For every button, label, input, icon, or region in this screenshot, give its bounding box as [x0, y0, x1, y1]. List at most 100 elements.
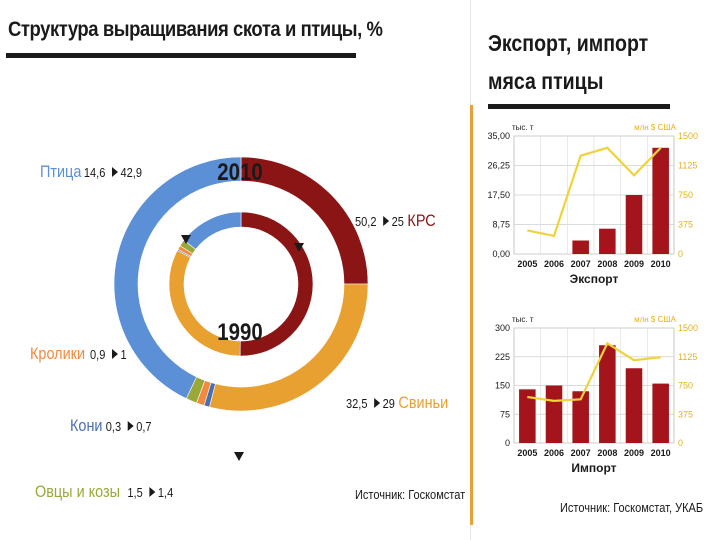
- poultry-trade-title-line2: мяса птицы: [488, 68, 604, 94]
- export-right-tick: 375: [678, 220, 693, 230]
- export-left-tick: 17,50: [487, 190, 510, 200]
- donut-label-from-sheep-goats: 1,5: [127, 485, 143, 500]
- import-left-tick: 0: [505, 438, 510, 448]
- import-left-unit: тыс. т: [512, 315, 534, 324]
- export-category-label: 2005: [517, 259, 537, 269]
- change-arrow: [383, 216, 390, 226]
- import-left-tick: 225: [495, 352, 510, 362]
- export-bar-2010: [652, 147, 669, 254]
- export-left-tick: 35,00: [487, 131, 510, 141]
- donut-label-from-krs: 50,2: [355, 214, 377, 229]
- import-bar-2007: [572, 391, 589, 443]
- right-source: Источник: Госкомстат, УКАБ: [560, 500, 703, 515]
- change-arrow: [112, 167, 118, 177]
- donut-chart: 2010 1990 50,2 25 КРС 32,5 29 Свиньи Птица 14,6…: [30, 156, 466, 502]
- donut-label-to-rabbits: 1: [121, 347, 127, 362]
- export-bar-2009: [625, 195, 643, 254]
- ring-label-2010: 2010: [217, 158, 262, 185]
- donut-label-name-krs: КРС: [407, 212, 435, 230]
- import-chart: 0 75 150 225 300 0 375 750 1125 1500 2005 2006 2007 2…: [495, 315, 698, 475]
- export-bar-2007: [572, 240, 589, 254]
- donut-rings: [113, 156, 369, 412]
- donut-slice-1990-poultry: [183, 211, 242, 250]
- donut-label-to-sheep-goats: 1,4: [158, 485, 174, 500]
- donut-label-pigs: 32,5 29 Свиньи: [346, 394, 448, 412]
- import-category-label: 2005: [517, 448, 537, 458]
- export-category-label: 2008: [597, 259, 617, 269]
- import-bar-2008: [599, 345, 616, 443]
- arrow-marker-bottom: [234, 452, 244, 461]
- right-frame-accent: [470, 105, 720, 525]
- donut-label-poultry: Птица 14,6 42,9: [40, 163, 142, 181]
- import-category-label: 2009: [624, 448, 644, 458]
- import-category-label: 2007: [571, 448, 591, 458]
- change-arrow: [149, 487, 156, 497]
- ring-label-1990: 1990: [217, 318, 262, 345]
- export-left-tick: 26,25: [487, 161, 510, 171]
- donut-label-from-horses: 0,3: [106, 419, 122, 434]
- import-bar-2010: [652, 383, 669, 443]
- import-right-tick: 375: [678, 409, 693, 419]
- donut-label-horses: Кони 0,3 0,7: [70, 417, 152, 435]
- donut-label-name-horses: Кони: [70, 417, 102, 435]
- export-category-label: 2010: [651, 259, 671, 269]
- import-right-unit: млн $ США: [634, 315, 677, 324]
- export-chart: 0,00 8,75 17,50 26,25 35,00 0 375 750 1125 1500 20…: [487, 123, 698, 286]
- import-left-tick: 75: [500, 409, 510, 419]
- donut-label-from-poultry: 14,6: [84, 165, 106, 180]
- export-left-unit: тыс. т: [512, 123, 534, 132]
- donut-label-to-poultry: 42,9: [121, 165, 143, 180]
- export-value-line: [527, 146, 662, 238]
- change-arrow: [374, 398, 381, 408]
- export-title: Экспорт: [570, 272, 619, 286]
- donut-label-sheep-goats: Овцы и козы 1,5 1,4: [35, 483, 173, 501]
- donut-label-name-pigs: Свиньи: [398, 394, 448, 412]
- donut-label-to-krs: 25: [392, 214, 405, 229]
- export-category-label: 2006: [544, 259, 564, 269]
- import-right-tick: 750: [678, 381, 693, 391]
- poultry-trade-panel: Экспорт, импорт мяса птицы 0,00 8,75 17,50…: [474, 0, 720, 540]
- export-left-tick: 8,75: [492, 220, 510, 230]
- import-category-label: 2010: [651, 448, 671, 458]
- export-right-tick: 0: [678, 249, 683, 259]
- donut-slice-2010-poultry: [113, 156, 242, 399]
- poultry-trade-title-underline: [488, 104, 670, 109]
- import-right-tick: 1500: [678, 323, 698, 333]
- import-bar-2009: [625, 368, 643, 443]
- export-right-unit: млн $ США: [634, 123, 677, 132]
- donut-label-krs: 50,2 25 КРС: [355, 212, 436, 230]
- donut-label-name-rabbits: Кролики: [30, 345, 85, 363]
- livestock-structure-title: Структура выращивания скота и птицы, %: [8, 18, 383, 41]
- donut-label-to-pigs: 29: [383, 396, 396, 411]
- livestock-structure-panel: Структура выращивания скота и птицы, % 2…: [6, 18, 466, 502]
- export-right-tick: 1125: [678, 161, 697, 171]
- export-category-label: 2009: [624, 259, 644, 269]
- arrow-marker-left: [181, 235, 191, 244]
- import-title: Импорт: [571, 461, 616, 475]
- import-left-tick: 300: [495, 323, 510, 333]
- donut-label-rabbits: Кролики 0,9 1: [30, 345, 127, 363]
- donut-label-from-pigs: 32,5: [346, 396, 368, 411]
- export-category-label: 2007: [571, 259, 591, 269]
- arrow-marker-right: [294, 243, 304, 252]
- title-underline: [6, 53, 356, 58]
- import-category-label: 2008: [597, 448, 617, 458]
- donut-labels: 50,2 25 КРС 32,5 29 Свиньи Птица 14,6 42,9 Кролик…: [30, 163, 448, 501]
- export-right-tick: 1500: [678, 131, 698, 141]
- export-bar-2008: [599, 228, 616, 254]
- import-bar-2005: [519, 389, 536, 443]
- donut-label-name-poultry: Птица: [40, 163, 82, 181]
- left-source: Источник: Госкомстат: [355, 487, 466, 502]
- import-right-tick: 1125: [678, 352, 697, 362]
- import-left-tick: 150: [495, 381, 510, 391]
- export-right-tick: 750: [678, 190, 693, 200]
- donut-label-from-rabbits: 0,9: [90, 347, 106, 362]
- import-value-line: [527, 341, 661, 402]
- trade-charts: 0,008,7517,5026,2535,0003757501125150020…: [487, 123, 703, 515]
- donut-label-to-horses: 0,7: [136, 419, 152, 434]
- import-category-label: 2006: [544, 448, 564, 458]
- poultry-trade-title-line1: Экспорт, импорт: [488, 30, 649, 56]
- import-right-tick: 0: [678, 438, 683, 448]
- change-arrow: [112, 349, 118, 359]
